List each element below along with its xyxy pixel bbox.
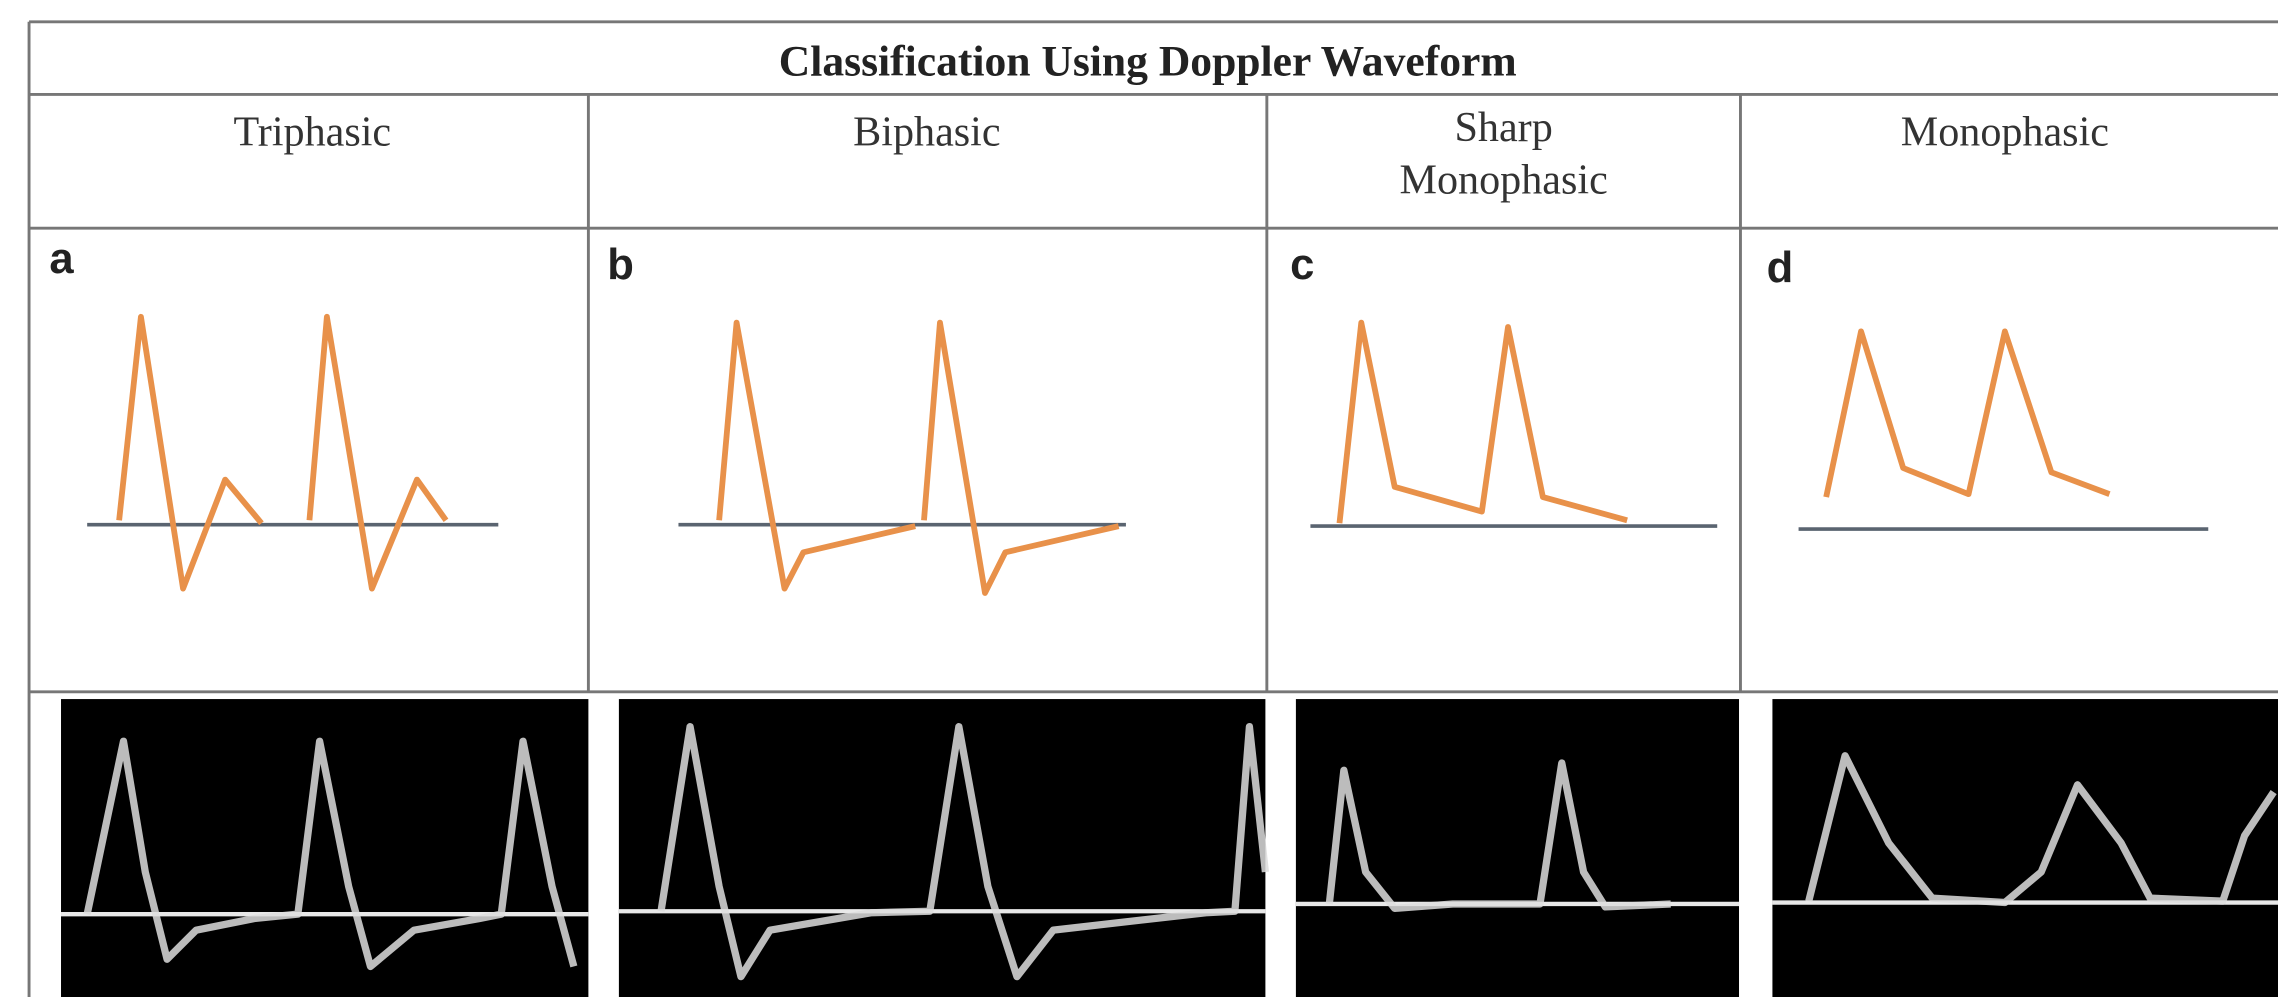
table-title: Classification Using Doppler Waveform [779,38,1517,86]
waveform [716,319,916,592]
waveform [116,313,264,592]
column-header-box: Sharp Monophasic [1399,104,1608,204]
panel-letter: c [1290,241,1314,289]
spectral-trace [83,737,578,971]
waveform [1336,319,1628,524]
image-background [1772,699,2278,997]
spectral-trace [1805,752,2277,907]
ultrasound-image [1772,699,2278,997]
image-background [1295,699,1740,997]
spectral-trace [1325,759,1671,912]
column-header: Sharp Monophasic [1399,104,1608,204]
spectral-trace [657,723,1270,981]
column-header: Triphasic [234,108,392,155]
waveform [306,313,449,592]
ultrasound-image [1295,699,1740,997]
panel-letter: d [1767,244,1794,292]
ultrasound-image [61,699,589,997]
panel-letter: a [49,235,74,283]
column-header: Monophasic [1901,108,2109,155]
panel-letter: b [607,241,634,289]
ultrasound-image [618,699,1270,997]
waveform [1823,328,2111,498]
column-header: Biphasic [853,108,1000,155]
waveform [921,319,1120,596]
